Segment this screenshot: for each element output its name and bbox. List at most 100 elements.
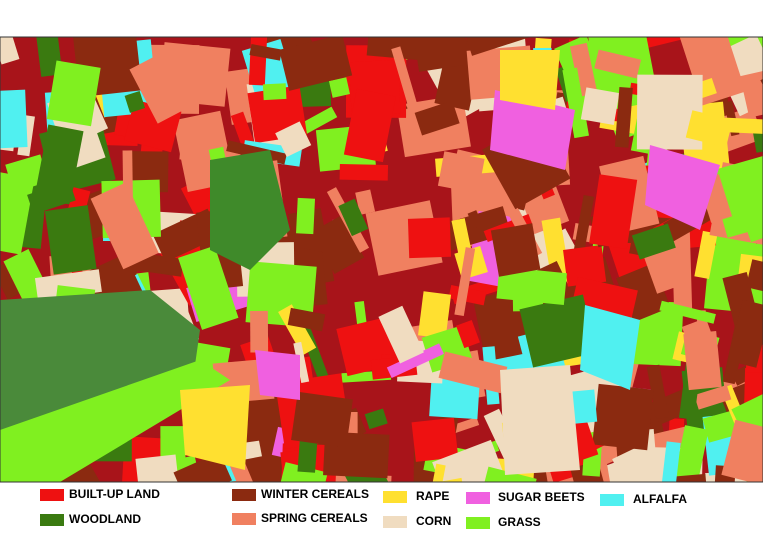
field-patch [541, 217, 572, 288]
legend-swatch [40, 514, 64, 526]
field-patch [413, 37, 470, 72]
rape-field [500, 50, 560, 110]
field-patch [569, 42, 598, 97]
field-patch [490, 223, 541, 277]
field-patch [683, 331, 722, 391]
field-patch [694, 230, 718, 279]
field-patch [0, 37, 20, 65]
field-patch [589, 174, 638, 250]
field-patch [467, 210, 483, 229]
field-patch [739, 71, 763, 118]
field-patch [659, 300, 716, 324]
field-patch [339, 163, 389, 181]
field-patch [411, 417, 459, 462]
field-patch [645, 37, 691, 48]
alfalfa-field [580, 305, 640, 390]
field-patch [364, 408, 388, 430]
field-patch [386, 343, 444, 378]
field-patch [646, 364, 670, 420]
field-patch [293, 341, 310, 384]
legend-swatch [383, 516, 407, 528]
legend-label: SPRING CEREALS [261, 511, 368, 525]
legend-label: BUILT-UP LAND [69, 487, 160, 501]
field-patch [124, 91, 146, 113]
legend-label: GRASS [498, 515, 541, 529]
field-patch [173, 452, 232, 482]
field-patch [645, 475, 686, 482]
sugar-beet-field [490, 90, 575, 170]
legend-label: RAPE [416, 489, 449, 503]
field-patch [44, 205, 97, 275]
field-patch [391, 46, 420, 116]
legend-swatch [40, 489, 64, 501]
field-patch [0, 263, 20, 300]
field-patch [407, 217, 452, 259]
legend-label: WINTER CEREALS [261, 487, 369, 501]
field-patch [658, 441, 681, 482]
field-patch [271, 462, 328, 482]
field-patch [278, 304, 317, 356]
field-patch [614, 87, 633, 148]
field-patch [594, 49, 642, 79]
legend-label: CORN [416, 514, 451, 528]
field-patch [724, 117, 763, 135]
legend-swatch [232, 513, 256, 525]
woodland-region [210, 150, 290, 270]
legend-swatch [232, 489, 256, 501]
field-patch [296, 197, 316, 235]
field-patch [437, 151, 485, 194]
sugar-beet-field [255, 350, 300, 400]
field-patch [666, 473, 711, 482]
field-patch [685, 110, 733, 148]
field-patch [572, 195, 595, 257]
sugar-beet-field [645, 145, 720, 230]
field-patch [279, 37, 353, 91]
legend-label: WOODLAND [69, 512, 141, 526]
field-patch [311, 215, 365, 275]
rape-field [180, 385, 250, 470]
field-patch [496, 266, 567, 305]
field-patch [727, 299, 763, 368]
field-patch [328, 77, 350, 98]
field-patch [338, 198, 369, 237]
field-patch [592, 383, 654, 451]
field-patch [291, 391, 353, 448]
field-patch [414, 100, 460, 136]
legend-label: SUGAR BEETS [498, 490, 585, 504]
field-patch [135, 454, 180, 482]
field-patch [438, 351, 508, 394]
field-patch [631, 223, 676, 260]
legend-swatch [466, 492, 490, 504]
field-patch [562, 67, 590, 139]
field-patch [0, 171, 35, 255]
field-patch [378, 305, 424, 364]
corn-field [500, 365, 580, 475]
field-patch [90, 182, 159, 270]
field-patch [0, 89, 28, 149]
field-patch [250, 310, 269, 353]
field-patch [248, 37, 268, 86]
field-patch [262, 83, 287, 101]
field-patch [464, 37, 531, 56]
field-patch [519, 294, 597, 368]
field-patch [34, 124, 84, 205]
field-patch [451, 417, 480, 434]
field-patch [694, 384, 732, 410]
field-patch [343, 88, 396, 163]
land-cover-map [0, 37, 763, 482]
field-patch [454, 247, 476, 317]
legend-swatch [383, 491, 407, 503]
legend-swatch [466, 517, 490, 529]
field-patch [355, 189, 376, 215]
field-patch [448, 285, 487, 306]
field-patch [287, 307, 326, 332]
field-patch [249, 43, 282, 61]
field-patch [416, 477, 472, 482]
legend: BUILT-UP LAND WOODLAND WINTER CEREALS SPRIN… [40, 487, 687, 529]
field-patch [230, 460, 262, 482]
field-patch [46, 60, 101, 127]
field-patch [426, 463, 446, 482]
field-patch [418, 291, 452, 339]
field-patch [721, 419, 763, 482]
